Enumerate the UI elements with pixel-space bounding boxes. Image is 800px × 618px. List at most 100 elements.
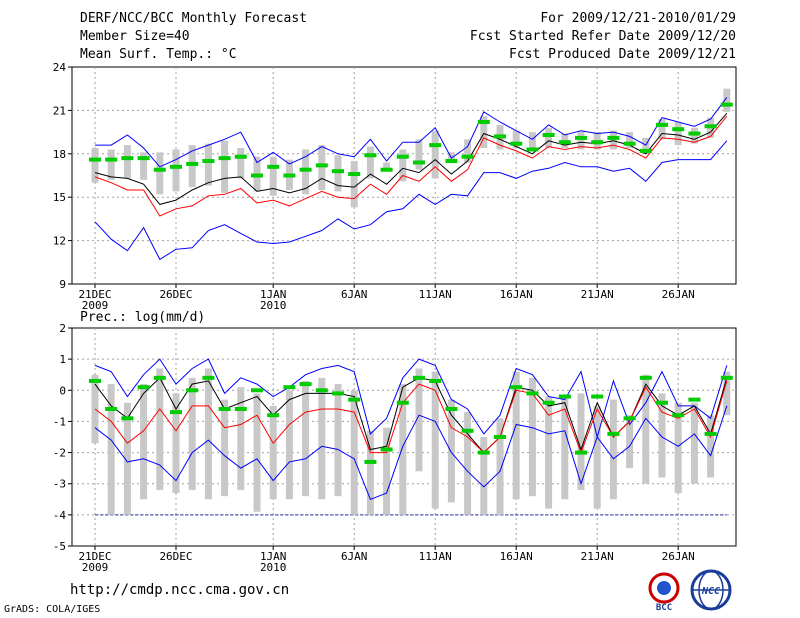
forecast-produced-date: Fcst Produced Date 2009/12/21 (509, 47, 736, 62)
median-marker (299, 167, 312, 172)
spread-box (609, 130, 617, 150)
median-marker (477, 450, 490, 455)
spread-box (577, 393, 585, 490)
spread-box (237, 148, 245, 179)
median-marker (510, 385, 523, 390)
spread-box (431, 371, 439, 509)
median-marker (607, 431, 620, 436)
x-tick-year-label: 2009 (82, 299, 109, 312)
median-marker (413, 375, 425, 380)
x-tick-year-label: 2009 (82, 561, 109, 574)
grads-credit: GrADS: COLA/IGES (4, 604, 101, 615)
spread-box (172, 149, 180, 192)
header-left: DERF/NCC/BCC Monthly Forecast Member Size… (80, 10, 307, 64)
spread-box (107, 384, 115, 515)
median-marker (234, 406, 247, 411)
spread-box (528, 132, 536, 150)
variable-precip-label: Prec.: log(mm/d) (80, 310, 206, 325)
y-tick-label: 2 (59, 322, 66, 335)
median-marker (413, 160, 425, 165)
spread-box (496, 418, 504, 515)
median-marker (105, 157, 118, 162)
x-tick-year-label: 2010 (260, 299, 287, 312)
y-tick-label: 24 (53, 61, 67, 74)
median-marker (558, 394, 571, 399)
spread-box (577, 130, 585, 150)
median-marker (348, 172, 361, 177)
x-tick-label: 21JAN (581, 550, 614, 563)
median-marker (558, 140, 571, 145)
member-size: Member Size=40 (80, 29, 190, 44)
spread-box (302, 149, 310, 195)
spread-box (302, 380, 310, 497)
spread-box (123, 402, 131, 515)
spread-box (334, 155, 342, 192)
median-marker (704, 431, 717, 436)
spread-box (561, 396, 569, 500)
ncc-logo-text: NCC (701, 586, 720, 597)
x-tick-label: 21DEC (78, 550, 111, 563)
median-marker (575, 135, 587, 140)
spread-box (140, 152, 148, 180)
spread-box (107, 149, 115, 180)
median-marker (429, 378, 442, 383)
median-marker (283, 173, 296, 178)
spread-box (512, 130, 520, 149)
spread-box (642, 374, 650, 484)
median-marker (348, 397, 361, 402)
spread-box (204, 143, 212, 186)
median-marker (121, 416, 134, 421)
median-marker (607, 135, 620, 140)
spread-box (204, 368, 212, 500)
median-marker (639, 375, 652, 380)
spread-box (383, 162, 391, 172)
median-marker (234, 154, 247, 159)
median-marker (332, 391, 344, 396)
x-tick-label: 26JAN (662, 550, 695, 563)
spread-box (140, 384, 148, 500)
median-marker (170, 164, 182, 169)
spread-box (431, 130, 439, 179)
spread-box (253, 393, 261, 512)
spread-box (350, 390, 358, 515)
spread-box (609, 399, 617, 500)
spread-box (674, 121, 682, 146)
spread-box (318, 145, 326, 190)
spread-box (658, 393, 666, 478)
spread-box (366, 146, 374, 179)
median-marker (688, 131, 701, 136)
median-marker (202, 375, 215, 380)
spread-box (415, 368, 423, 472)
y-tick-label: 15 (53, 191, 66, 204)
median-marker (639, 148, 652, 153)
spread-box (528, 377, 536, 497)
series-line-max (94, 358, 728, 439)
spread-box (188, 145, 196, 188)
spread-box (480, 116, 488, 149)
median-marker (380, 167, 393, 172)
spread-box (366, 430, 374, 515)
spread-box (123, 145, 131, 179)
spread-box (188, 377, 196, 490)
forecast-started-date: Fcst Started Refer Date 2009/12/20 (469, 29, 736, 44)
spread-box (237, 387, 245, 490)
spread-box (723, 371, 731, 416)
median-marker (575, 450, 587, 455)
spread-box (707, 415, 715, 478)
y-tick-label: 18 (53, 148, 66, 161)
spread-box (156, 368, 164, 490)
series-line-min-member (94, 140, 728, 261)
spread-box (447, 152, 455, 160)
median-marker (704, 124, 717, 129)
spread-box (399, 384, 407, 515)
median-marker (672, 127, 685, 132)
spread-box (156, 152, 164, 195)
spread-box (723, 88, 731, 112)
median-marker (494, 435, 506, 439)
plot-frame (71, 66, 737, 285)
x-tick-label: 6JAN (341, 550, 368, 563)
y-tick-label: -1 (53, 415, 66, 428)
